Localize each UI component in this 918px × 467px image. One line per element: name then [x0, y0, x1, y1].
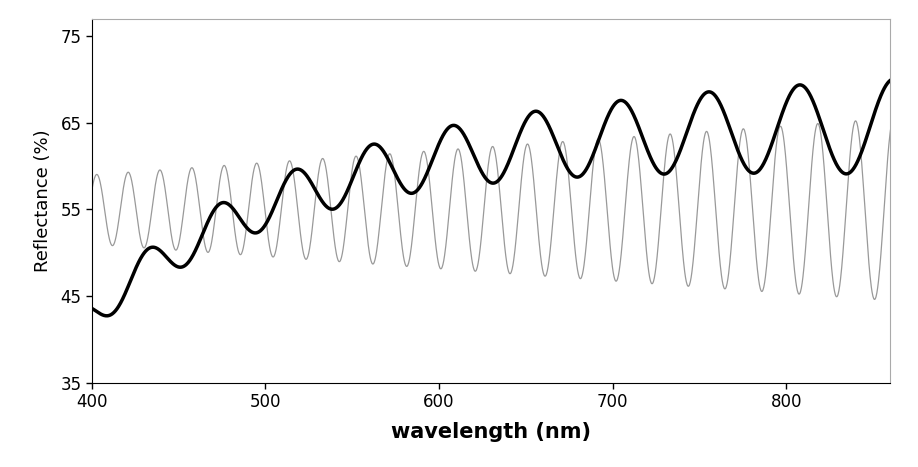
- Y-axis label: Reflectance (%): Reflectance (%): [34, 129, 52, 272]
- X-axis label: wavelength (nm): wavelength (nm): [391, 423, 591, 442]
